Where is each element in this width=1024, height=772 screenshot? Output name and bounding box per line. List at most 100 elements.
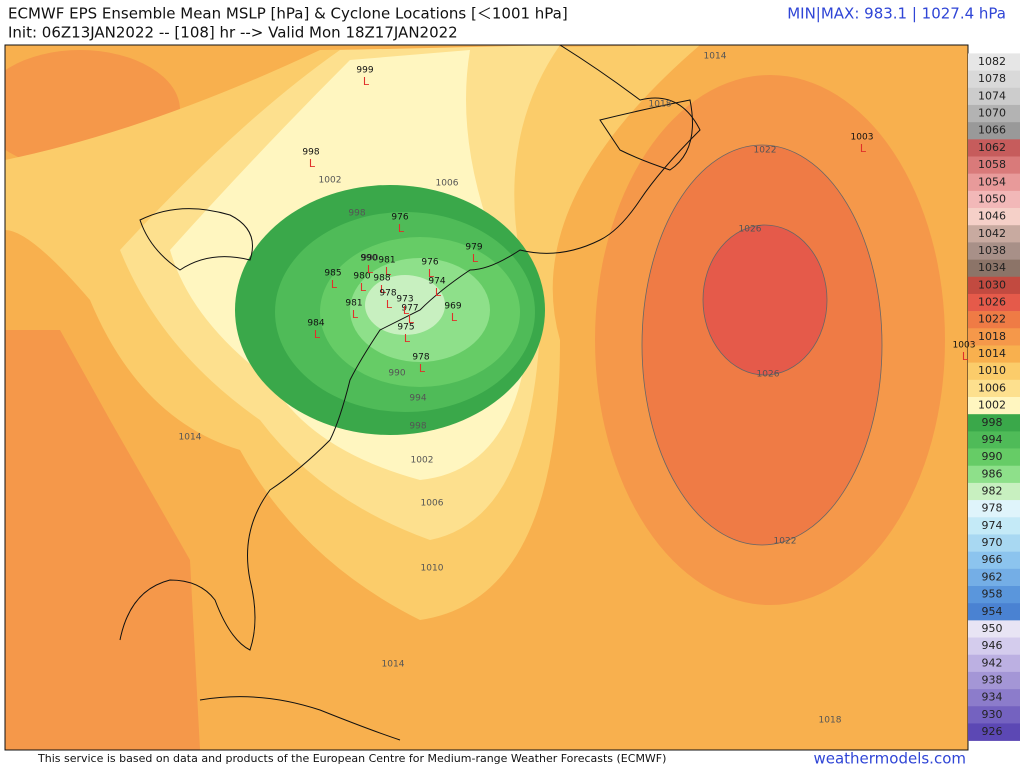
colorbar-swatch bbox=[968, 654, 1020, 673]
isobar-label: 994 bbox=[409, 394, 426, 404]
colorbar-label: 978 bbox=[982, 502, 1003, 515]
colorbar-label: 982 bbox=[982, 485, 1003, 498]
cyclone-pressure: 981 bbox=[378, 256, 395, 266]
high-1026 bbox=[702, 224, 828, 376]
cyclone-pressure: 978 bbox=[379, 289, 396, 299]
colorbar-swatch bbox=[968, 671, 1020, 690]
colorbar-swatch bbox=[968, 87, 1020, 106]
colorbar-label: 974 bbox=[982, 519, 1003, 532]
isobar-label: 1022 bbox=[754, 146, 777, 156]
site: weathermodels.com bbox=[813, 750, 966, 768]
colorbar-label: 1082 bbox=[978, 55, 1006, 68]
min-max: MIN|MAX: 983.1 | 1027.4 hPa bbox=[787, 5, 1006, 23]
cuba bbox=[199, 696, 401, 741]
colorbar-label: 930 bbox=[982, 708, 1003, 721]
colorbar-swatch bbox=[968, 620, 1020, 638]
cyclone-pressure: 977 bbox=[401, 304, 418, 314]
colorbar-swatch bbox=[968, 242, 1020, 260]
colorbar-swatch bbox=[968, 328, 1020, 346]
colorbar-label: 1050 bbox=[978, 192, 1006, 205]
colorbar-swatch bbox=[968, 122, 1020, 140]
colorbar-label: 934 bbox=[982, 691, 1003, 704]
title: ECMWF EPS Ensemble Mean MSLP [hPa] & Cyc… bbox=[8, 5, 568, 23]
great-lakes bbox=[139, 208, 253, 271]
colorbar-label: 1046 bbox=[978, 210, 1006, 223]
colorbar-swatch bbox=[968, 379, 1020, 398]
colorbar-swatch bbox=[968, 259, 1020, 278]
cyclone-symbol: L bbox=[380, 283, 387, 296]
isobar-label: 1014 bbox=[179, 433, 202, 443]
colorbar-swatch bbox=[968, 723, 1020, 741]
newfoundland bbox=[599, 99, 693, 171]
colorbar-label: 958 bbox=[982, 588, 1003, 601]
cyclone-symbol: L bbox=[314, 328, 321, 341]
colorbar-label: 1034 bbox=[978, 261, 1006, 274]
colorbar-label: 1006 bbox=[978, 381, 1006, 394]
colorbar-label: 1018 bbox=[978, 330, 1006, 343]
colorbar-swatch bbox=[968, 173, 1020, 192]
colorbar-label: 1010 bbox=[978, 364, 1006, 377]
cyclone-pressure: 973 bbox=[396, 295, 413, 305]
cyclone-pressure: 988 bbox=[373, 274, 390, 284]
cyclone-pressure: 990 bbox=[360, 254, 377, 264]
cyclone-symbol: L bbox=[363, 75, 370, 88]
isobar-label: 990 bbox=[361, 254, 378, 264]
colorbar-label: 926 bbox=[982, 725, 1003, 738]
cyclone-pressure: 1003 bbox=[851, 133, 874, 143]
colorbar-label: 1062 bbox=[978, 141, 1006, 154]
isobar-label: 1014 bbox=[382, 660, 405, 670]
colorbar-swatch bbox=[968, 465, 1020, 484]
low-982 bbox=[365, 275, 445, 335]
colorbar-swatch bbox=[968, 53, 1020, 71]
cyclone-pressure: 998 bbox=[302, 148, 319, 158]
colorbar-swatch bbox=[968, 345, 1020, 363]
cyclone-symbol: L bbox=[860, 142, 867, 155]
isobar-label: 1002 bbox=[411, 456, 434, 466]
colorbar-swatch bbox=[968, 517, 1020, 535]
colorbar-label: 1078 bbox=[978, 72, 1006, 85]
isobar-label: 990 bbox=[388, 369, 405, 379]
colorbar-label: 950 bbox=[982, 622, 1003, 635]
colorbar-swatch bbox=[968, 70, 1020, 89]
isobar-label: 1010 bbox=[421, 564, 444, 574]
colorbar-swatch bbox=[968, 482, 1020, 501]
colorbar-swatch bbox=[968, 104, 1020, 123]
colorbar-swatch bbox=[968, 431, 1020, 449]
cyclone-symbol: L bbox=[386, 298, 393, 311]
isobar-label: 1002 bbox=[319, 176, 342, 186]
colorbar-swatch bbox=[968, 190, 1020, 209]
cyclone-pressure: 980 bbox=[353, 272, 370, 282]
isobar-label: 998 bbox=[348, 209, 365, 219]
colorbar-label: 1058 bbox=[978, 158, 1006, 171]
isobar-label: 1014 bbox=[704, 52, 727, 62]
cyclone-symbol: L bbox=[451, 311, 458, 324]
colorbar-swatch bbox=[968, 311, 1020, 329]
colorbar-swatch bbox=[968, 500, 1020, 518]
cyclone-symbol: L bbox=[408, 313, 415, 326]
cyclone-symbol: L bbox=[352, 308, 359, 321]
colorbar-label: 1002 bbox=[978, 399, 1006, 412]
cyclone-symbol: L bbox=[398, 222, 405, 235]
colorbar-label: 1054 bbox=[978, 175, 1006, 188]
colorbar-label: 1042 bbox=[978, 227, 1006, 240]
colorbar-swatch bbox=[968, 603, 1020, 621]
cyclone-pressure: 981 bbox=[345, 299, 362, 309]
isobar-label: 1026 bbox=[757, 370, 780, 380]
colorbar-label: 1074 bbox=[978, 89, 1006, 102]
coastline bbox=[119, 45, 701, 651]
colorbar-label: 942 bbox=[982, 656, 1003, 669]
colorbar-label: 990 bbox=[982, 450, 1003, 463]
colorbar-label: 966 bbox=[982, 553, 1003, 566]
colorbar-swatch bbox=[968, 706, 1020, 724]
colorbar-swatch bbox=[968, 397, 1020, 415]
colorbar-swatch bbox=[968, 225, 1020, 243]
colorbar-label: 938 bbox=[982, 673, 1003, 686]
isobar-label: 1006 bbox=[436, 179, 459, 189]
colorbar-label: 970 bbox=[982, 536, 1003, 549]
cyclone-pressure: 999 bbox=[356, 66, 373, 76]
map-labels: 1014 1018 1018 1022 1022 1026 1026 1014 1014 1010… bbox=[179, 52, 976, 726]
isobar-label: 998 bbox=[409, 422, 426, 432]
colorbar-swatch bbox=[968, 534, 1020, 552]
subtitle: Init: 06Z13JAN2022 -- [108] hr --> Valid… bbox=[8, 24, 458, 42]
